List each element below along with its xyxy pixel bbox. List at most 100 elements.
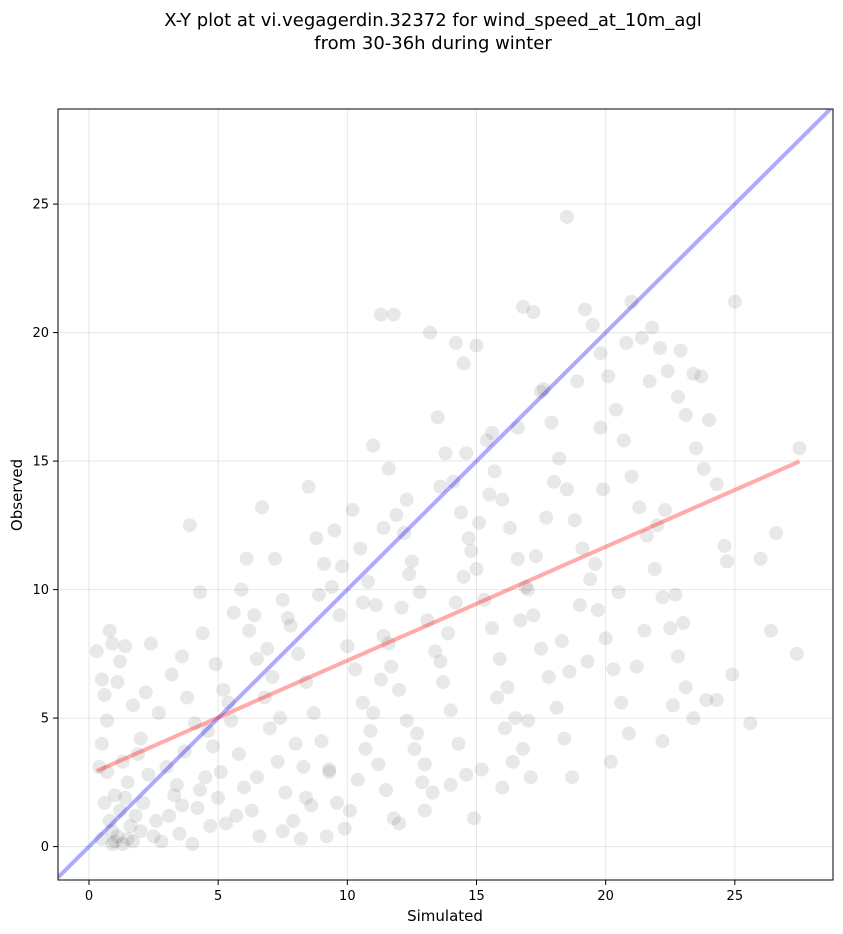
data-point: [474, 762, 489, 777]
data-point: [110, 829, 125, 844]
data-point: [508, 711, 523, 726]
regression-line: [95, 459, 801, 773]
data-point: [593, 346, 608, 361]
data-point: [689, 441, 704, 456]
data-point: [105, 824, 120, 839]
data-point: [433, 479, 448, 494]
data-point: [118, 639, 133, 654]
data-point: [125, 834, 140, 849]
data-point: [485, 621, 499, 636]
data-point: [306, 705, 321, 720]
data-point: [97, 795, 112, 810]
data-point: [355, 695, 370, 710]
data-point: [105, 636, 120, 651]
data-point: [381, 461, 396, 476]
data-point: [314, 734, 329, 749]
data-point: [257, 690, 272, 705]
data-point: [412, 585, 427, 600]
data-point: [226, 605, 241, 620]
x-tick-label: 5: [214, 889, 222, 904]
data-point: [764, 623, 778, 638]
data-point: [293, 831, 308, 846]
data-point: [286, 813, 301, 828]
data-point: [658, 502, 673, 517]
data-point: [415, 775, 430, 790]
data-point: [304, 798, 319, 813]
data-point: [614, 695, 629, 710]
data-point: [632, 500, 647, 515]
data-point: [565, 770, 580, 785]
data-point: [490, 690, 505, 705]
data-point: [144, 636, 158, 651]
data-point: [206, 739, 220, 754]
chart-title-line-2: from 30-36h during winter: [314, 33, 552, 54]
data-point: [743, 716, 758, 731]
data-point: [580, 654, 595, 669]
data-point: [402, 567, 417, 582]
data-point: [92, 759, 107, 774]
data-point: [177, 744, 192, 759]
data-point: [120, 831, 135, 846]
data-point: [619, 335, 634, 350]
data-point: [149, 813, 164, 828]
data-point: [720, 554, 735, 569]
data-point: [151, 705, 166, 720]
data-point: [557, 731, 572, 746]
data-point: [345, 502, 360, 517]
data-point: [159, 759, 174, 774]
data-point: [193, 585, 208, 600]
data-point: [601, 369, 616, 384]
data-point: [268, 551, 282, 566]
data-point: [107, 788, 122, 803]
data-point: [386, 811, 401, 826]
data-point: [451, 736, 466, 751]
data-point: [655, 590, 670, 605]
data-point: [275, 592, 290, 607]
data-point: [322, 765, 337, 780]
data-point: [180, 690, 195, 705]
data-point: [417, 757, 432, 772]
data-point: [634, 330, 649, 345]
data-point: [655, 734, 670, 749]
data-point: [513, 613, 528, 628]
data-point: [100, 765, 115, 780]
data-point: [94, 831, 109, 846]
data-point: [187, 716, 202, 731]
data-point: [528, 549, 543, 564]
data-point: [94, 736, 109, 751]
data-point: [660, 364, 675, 379]
data-point: [709, 693, 724, 708]
data-point: [526, 608, 541, 623]
data-point: [100, 713, 115, 728]
x-tick-label: 0: [85, 889, 93, 904]
data-point: [102, 813, 117, 828]
data-point: [477, 592, 492, 607]
data-point: [280, 610, 295, 625]
data-point: [663, 621, 678, 636]
data-point: [224, 713, 239, 728]
data-point: [229, 808, 244, 823]
data-point: [260, 641, 275, 656]
data-point: [185, 837, 200, 852]
data-point: [554, 633, 569, 648]
data-point: [195, 626, 210, 641]
data-point: [242, 623, 257, 638]
data-point: [319, 829, 334, 844]
data-point: [389, 508, 404, 523]
data-point: [650, 518, 665, 533]
data-point: [133, 731, 148, 746]
data-point: [696, 461, 711, 476]
data-point: [717, 538, 732, 553]
data-point: [665, 698, 680, 713]
data-point: [534, 384, 549, 399]
data-point: [637, 623, 652, 638]
data-point: [231, 747, 246, 762]
data-point: [598, 631, 613, 646]
data-point: [283, 618, 298, 633]
data-point: [193, 783, 208, 798]
data-point: [301, 479, 316, 494]
data-point: [138, 685, 153, 700]
data-point: [376, 628, 391, 643]
data-point: [792, 441, 807, 456]
data-point: [394, 600, 409, 615]
